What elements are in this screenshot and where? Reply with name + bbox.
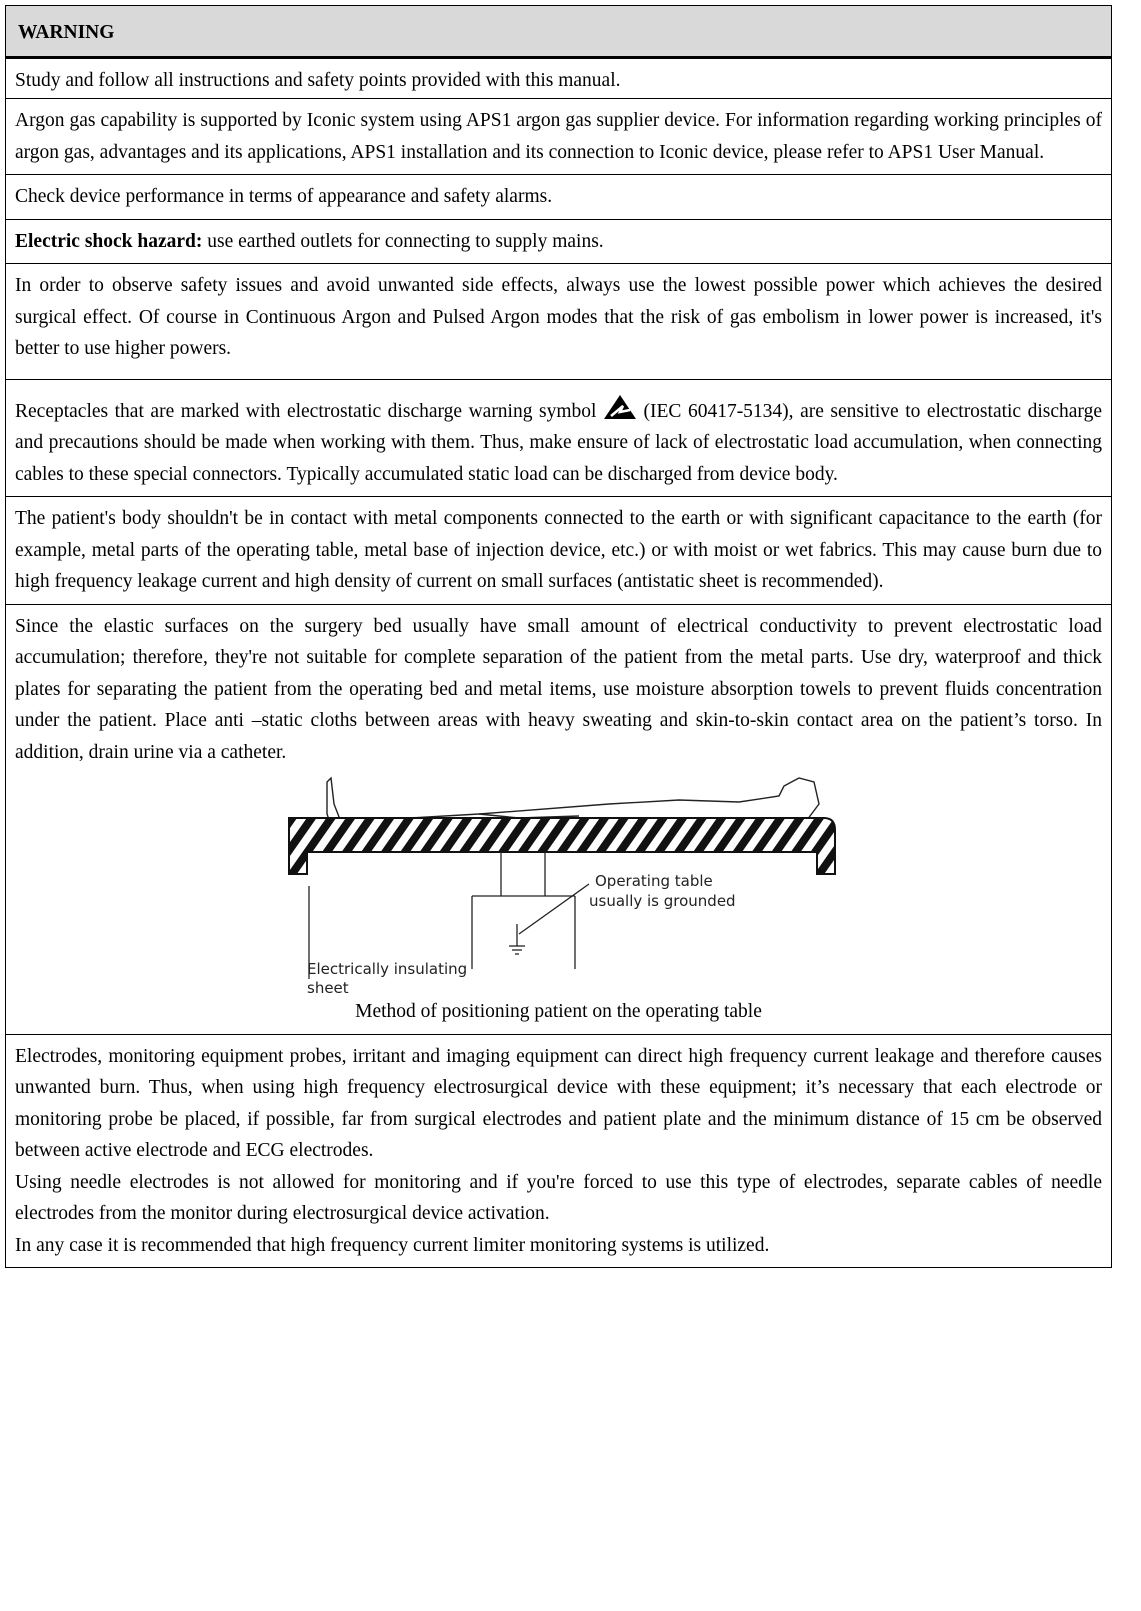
row-text: In order to observe safety issues and av…	[15, 275, 1102, 359]
row: The patient's body shouldn't be in conta…	[6, 497, 1111, 605]
row-text: (IEC 60417-5134), are sensitive to elect…	[15, 400, 1102, 485]
warning-table: WARNING Study and follow all instruction…	[5, 5, 1112, 1268]
wiring	[307, 852, 589, 979]
row: Argon gas capability is supported by Ico…	[6, 99, 1111, 175]
row-text: Argon gas capability is supported by Ico…	[15, 110, 1102, 163]
figure: Operating table usually is grounded Elec…	[287, 776, 836, 996]
row: In order to observe safety issues and av…	[6, 264, 1111, 380]
row-text: Receptacles that are marked with electro…	[15, 400, 603, 422]
row-text: Study and follow all instructions and sa…	[15, 70, 621, 91]
row-text: Since the elastic surfaces on the surger…	[15, 615, 1102, 763]
row: Electric shock hazard: use earthed outle…	[6, 220, 1111, 264]
header: WARNING	[6, 6, 1111, 59]
row: Study and follow all instructions and sa…	[6, 59, 1111, 99]
row-text: The patient's body shouldn't be in conta…	[15, 508, 1102, 592]
figure-caption: Method of positioning patient on the ope…	[355, 1001, 762, 1022]
row-text: Check device performance in terms of app…	[15, 186, 553, 207]
figure-label: Operating table	[595, 872, 713, 890]
row: Electrodes, monitoring equipment probes,…	[6, 1035, 1111, 1268]
row-text: use earthed outlets for connecting to su…	[202, 230, 604, 252]
paragraph: Electrodes, monitoring equipment probes,…	[15, 1045, 1102, 1162]
operating-table	[287, 817, 836, 875]
esd-symbol	[603, 394, 636, 419]
paragraph: In any case it is recommended that high …	[15, 1234, 770, 1256]
row: Receptacles that are marked with electro…	[6, 380, 1111, 497]
figure-label: Electrically insulating	[307, 960, 467, 978]
row: Since the elastic surfaces on the surger…	[6, 605, 1111, 1035]
figure-label: sheet	[307, 979, 349, 996]
figure-label: usually is grounded	[589, 892, 736, 910]
bold-text: Electric shock hazard:	[15, 230, 203, 252]
paragraph: Using needle electrodes is not allowed f…	[15, 1171, 1102, 1225]
row: Check device performance in terms of app…	[6, 175, 1111, 220]
